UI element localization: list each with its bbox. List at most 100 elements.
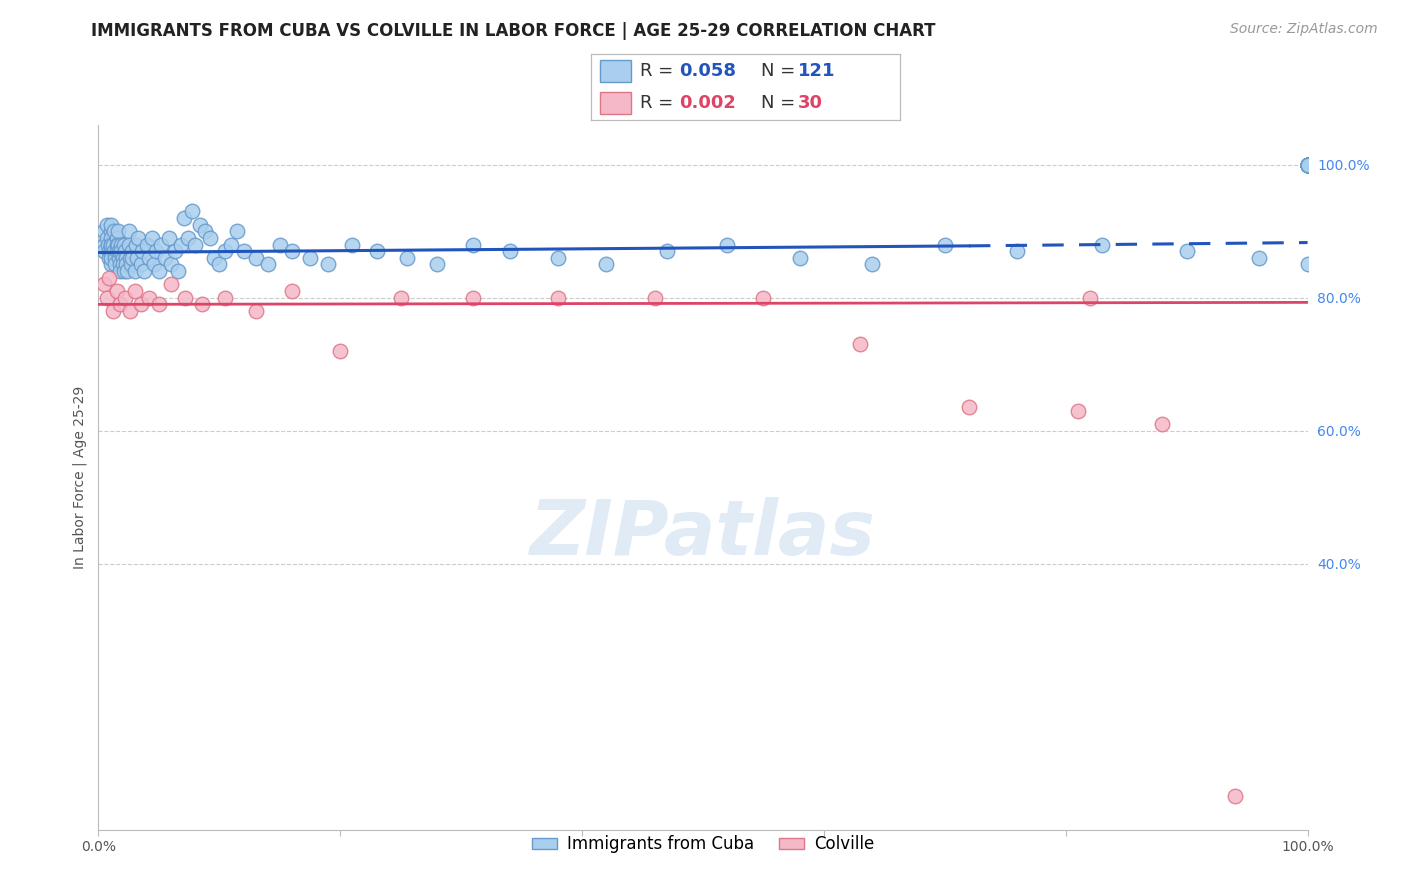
Point [174,291,197,305]
Point [96,291,118,305]
Point [395,251,418,265]
Point [1007,244,1029,259]
Point [426,258,449,272]
Point [131,244,153,259]
Point [111,251,134,265]
Point [1296,158,1319,172]
Point [121,244,143,259]
Point [1296,158,1319,172]
Point [463,291,485,305]
Point [118,304,141,318]
Text: R =: R = [640,62,679,79]
Point [163,244,186,259]
Point [191,297,214,311]
Point [1296,158,1319,172]
Point [214,291,236,305]
Point [96,218,118,232]
Point [226,224,249,238]
Point [93,277,115,292]
Point [110,237,132,252]
Point [547,291,569,305]
Point [208,258,231,272]
Point [281,284,304,298]
Point [115,251,138,265]
Point [98,244,121,259]
Point [118,224,141,238]
Point [100,224,122,238]
Point [115,258,138,272]
Point [644,291,666,305]
Point [107,224,129,238]
Point [498,244,520,259]
Point [1296,158,1319,172]
Text: N =: N = [761,62,800,79]
Point [108,251,131,265]
Point [1249,251,1271,265]
Point [547,251,569,265]
Text: 121: 121 [797,62,835,79]
Point [1296,258,1319,272]
Point [93,237,115,252]
Point [463,237,485,252]
Text: 30: 30 [797,94,823,112]
Point [118,237,141,252]
Point [160,277,183,292]
Point [221,237,243,252]
Point [160,258,183,272]
Point [389,291,412,305]
Point [716,237,738,252]
Text: 0.058: 0.058 [679,62,735,79]
Point [184,237,207,252]
Point [110,244,132,259]
Point [100,218,122,232]
Point [108,264,131,278]
Point [100,244,122,259]
Point [1091,237,1114,252]
Point [849,337,872,351]
Point [1296,158,1319,172]
Point [281,244,304,259]
Point [101,237,124,252]
Point [108,297,131,311]
Point [127,251,149,265]
Point [752,291,775,305]
Point [105,237,128,252]
Point [97,237,120,252]
Point [957,401,980,415]
Point [98,251,121,265]
Point [1296,158,1319,172]
Point [124,264,146,278]
Point [299,251,322,265]
Point [121,251,143,265]
Point [1296,158,1319,172]
Point [204,251,226,265]
Point [157,231,180,245]
Point [1296,158,1319,172]
Point [138,251,160,265]
Point [1296,158,1319,172]
Point [101,304,124,318]
Point [112,264,135,278]
Point [655,244,678,259]
Point [105,231,128,245]
Point [104,251,127,265]
Point [180,204,202,219]
Legend: Immigrants from Cuba, Colville: Immigrants from Cuba, Colville [526,829,880,860]
Point [1296,158,1319,172]
Point [100,231,122,245]
Point [107,237,129,252]
Point [117,264,139,278]
Point [118,251,141,265]
Point [1296,158,1319,172]
Point [256,258,278,272]
Point [112,237,135,252]
Text: R =: R = [640,94,679,112]
Y-axis label: In Labor Force | Age 25-29: In Labor Force | Age 25-29 [73,385,87,569]
Point [860,258,883,272]
Point [1296,158,1319,172]
Point [1296,158,1319,172]
Point [108,258,131,272]
Point [194,224,217,238]
Point [1067,403,1090,417]
Text: IMMIGRANTS FROM CUBA VS COLVILLE IN LABOR FORCE | AGE 25-29 CORRELATION CHART: IMMIGRANTS FROM CUBA VS COLVILLE IN LABO… [91,22,936,40]
